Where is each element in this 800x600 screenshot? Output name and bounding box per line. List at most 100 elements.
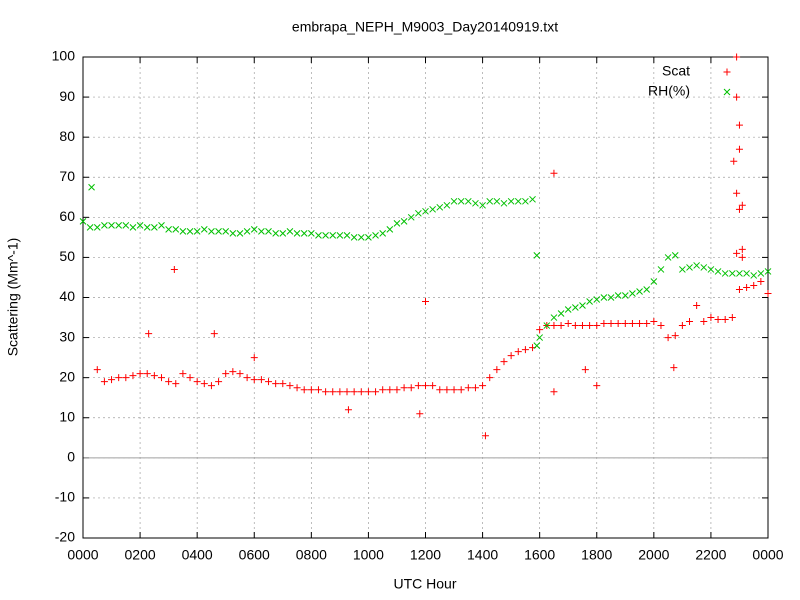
scatter-point xyxy=(236,370,244,378)
scatter-point xyxy=(393,386,401,394)
legend-marker xyxy=(723,88,731,96)
scatter-point xyxy=(436,203,444,211)
legend-label: RH(%) xyxy=(648,83,690,99)
x-tick-label: 0000 xyxy=(752,547,783,563)
scatter-point xyxy=(243,374,251,382)
scatter-point xyxy=(179,370,187,378)
scatter-point xyxy=(736,270,743,277)
scatter-point xyxy=(357,388,365,396)
scatter-point xyxy=(293,230,301,237)
x-tick-label: 1600 xyxy=(524,547,555,563)
scatter-point xyxy=(636,288,643,295)
scatter-point xyxy=(743,283,751,291)
scatter-point xyxy=(678,322,686,330)
legend-marker xyxy=(723,68,731,76)
scatter-point xyxy=(586,322,594,330)
scatter-point xyxy=(457,197,465,205)
scatter-point xyxy=(336,232,344,239)
scatter-point xyxy=(416,410,424,418)
scatter-point xyxy=(210,330,218,338)
scatter-point xyxy=(157,374,165,382)
y-tick-label: 50 xyxy=(59,248,75,264)
y-tick-label: 80 xyxy=(59,128,75,144)
scatter-point xyxy=(593,322,601,330)
scatter-point xyxy=(693,262,700,269)
scatter-point xyxy=(733,189,741,197)
scatter-point xyxy=(143,224,151,231)
x-tick-label: 2200 xyxy=(695,547,726,563)
y-tick-label: 20 xyxy=(59,368,75,384)
scatter-point xyxy=(200,226,208,233)
scatter-point xyxy=(600,294,608,301)
scatter-point xyxy=(150,372,158,380)
scatter-point xyxy=(586,298,593,305)
x-tick-label: 1000 xyxy=(353,547,384,563)
scatter-point xyxy=(521,346,529,354)
scatter-point xyxy=(479,382,487,390)
scatter-point xyxy=(343,232,351,239)
scatter-point xyxy=(728,270,736,277)
scatter-point xyxy=(186,228,194,235)
scatter-point xyxy=(450,386,458,394)
scatter-point xyxy=(329,388,337,396)
x-tick-label: 1200 xyxy=(410,547,441,563)
scatter-point xyxy=(650,278,658,285)
scatter-point xyxy=(272,380,280,388)
scatter-point xyxy=(735,285,743,293)
scatter-point xyxy=(414,382,422,390)
y-axis-label: Scattering (Mm^-1) xyxy=(5,238,21,357)
scatter-point xyxy=(158,221,165,229)
scatter-point xyxy=(136,370,144,378)
scatter-point xyxy=(179,228,187,235)
y-tick-label: 60 xyxy=(59,208,75,224)
scatter-point xyxy=(379,230,387,237)
scatter-point xyxy=(393,219,401,227)
scatter-point xyxy=(500,199,508,207)
scatter-point xyxy=(443,201,451,209)
scatter-point xyxy=(628,320,636,328)
scatter-point xyxy=(533,342,541,349)
scatter-point xyxy=(436,386,444,394)
scatter-point xyxy=(108,376,116,384)
scatter-point xyxy=(172,226,180,233)
scatter-point xyxy=(735,121,743,129)
scatter-point xyxy=(443,386,451,394)
scatter-point xyxy=(322,388,330,396)
scatter-point xyxy=(272,230,280,237)
y-tick-label: 0 xyxy=(67,449,75,465)
scatter-point xyxy=(707,266,715,273)
scatter-point xyxy=(86,224,94,231)
x-tick-label: 0000 xyxy=(67,547,98,563)
scatter-point xyxy=(422,207,429,215)
scatter-point xyxy=(322,232,329,239)
scatter-point xyxy=(536,326,544,334)
x-tick-label: 0200 xyxy=(125,547,156,563)
scatter-point xyxy=(643,286,651,293)
scatter-point xyxy=(557,310,565,317)
scatter-point xyxy=(550,388,558,396)
scatter-point xyxy=(79,217,87,225)
scatter-point xyxy=(493,366,501,374)
scatter-point xyxy=(193,378,201,386)
legend-label: Scat xyxy=(662,63,690,79)
scatter-point xyxy=(507,197,515,205)
scatter-point xyxy=(122,221,130,229)
scatter-point xyxy=(165,378,173,386)
scatter-point xyxy=(733,249,741,257)
scatter-point xyxy=(571,304,579,311)
scatter-point xyxy=(757,270,765,277)
scatter-point xyxy=(258,228,265,235)
scatter-point xyxy=(621,320,629,328)
scatter-point xyxy=(636,320,644,328)
scatter-point xyxy=(486,374,494,382)
plot-frame xyxy=(82,56,769,539)
scatter-point xyxy=(336,388,344,396)
scatter-point xyxy=(657,322,665,330)
y-tick-label: 30 xyxy=(59,328,75,344)
scatter-point xyxy=(250,354,258,362)
scatter-point xyxy=(329,232,337,239)
scatter-point xyxy=(215,378,223,386)
scatter-point xyxy=(429,382,437,390)
scatter-point xyxy=(757,277,765,285)
scatter-point xyxy=(533,252,541,259)
